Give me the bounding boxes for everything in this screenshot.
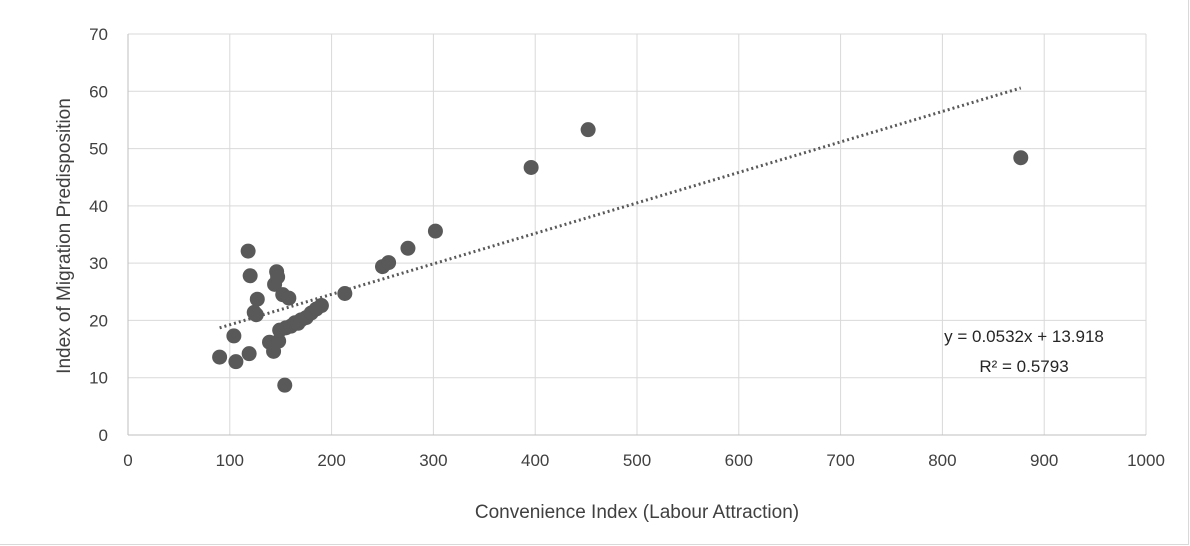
x-tick-label: 100 [216,451,244,470]
data-point [281,290,297,306]
x-axis-title: Convenience Index (Labour Attraction) [475,502,799,523]
data-point [523,159,539,175]
data-point [427,223,443,239]
data-points [212,122,1029,393]
data-point [271,333,287,349]
y-tick-label: 60 [89,82,108,101]
y-tick-labels: 0 10 20 30 40 50 60 70 [89,25,108,445]
data-point [277,377,293,393]
data-point [242,268,258,284]
y-tick-label: 30 [89,254,108,273]
y-tick-label: 40 [89,197,108,216]
data-point [226,328,242,344]
data-point [212,349,228,365]
x-tick-label: 1000 [1127,451,1165,470]
y-tick-label: 0 [99,426,108,445]
x-tick-label: 600 [725,451,753,470]
data-point [381,255,397,271]
axes [127,34,1146,436]
y-tick-label: 10 [89,369,108,388]
data-point [313,298,329,314]
x-tick-label: 500 [623,451,651,470]
y-axis-title: Index of Migration Predisposition [54,98,75,374]
y-tick-label: 70 [89,25,108,44]
x-tick-label: 800 [928,451,956,470]
x-tick-label: 400 [521,451,549,470]
y-tick-label: 20 [89,311,108,330]
data-point [248,307,264,323]
data-point [337,286,353,302]
data-point [249,291,265,307]
x-tick-labels: 0 100 200 300 400 500 600 700 800 900 1000 [123,451,1165,470]
x-tick-label: 200 [317,451,345,470]
trendline-r-squared: R² = 0.5793 [979,357,1068,376]
data-point [240,243,256,259]
data-point [241,346,257,362]
y-tick-label: 50 [89,140,108,159]
data-point [270,269,286,285]
x-tick-label: 900 [1030,451,1058,470]
x-tick-label: 700 [826,451,854,470]
data-point [228,354,244,370]
data-point [400,240,416,256]
trendline-equation: y = 0.0532x + 13.918 [944,327,1104,346]
trendline [219,86,1022,330]
x-tick-label: 300 [419,451,447,470]
x-tick-label: 0 [123,451,132,470]
data-point [580,122,596,138]
trendline-group [219,86,1022,330]
data-point [1013,150,1029,166]
